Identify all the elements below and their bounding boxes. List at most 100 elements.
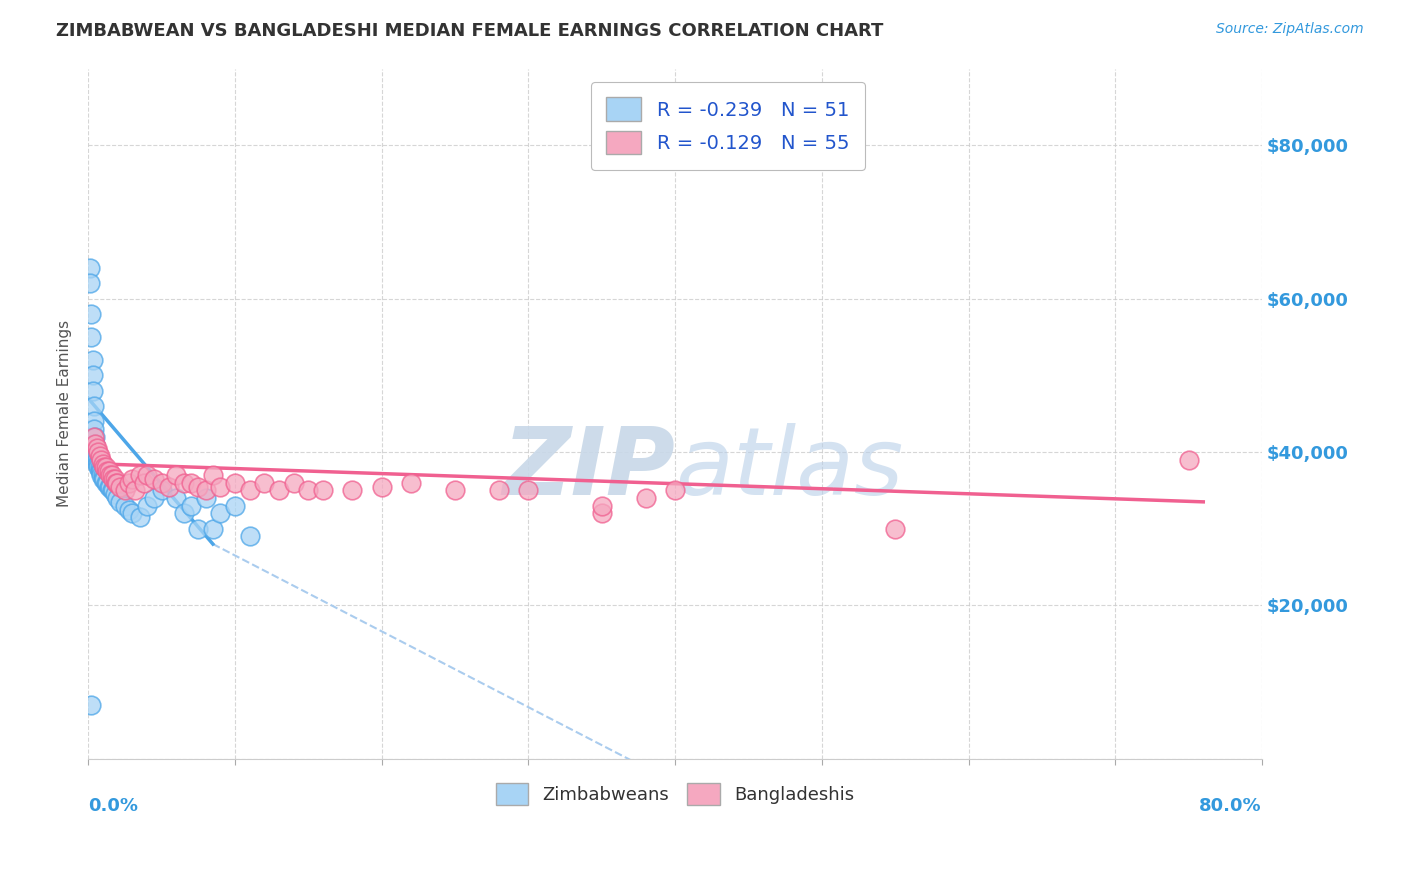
Point	[121, 507, 143, 521]
Point	[97, 479, 120, 493]
Point	[90, 464, 112, 478]
Point	[86, 457, 108, 471]
Point	[79, 260, 101, 275]
Point	[110, 495, 132, 509]
Point	[86, 441, 108, 455]
Point	[114, 483, 136, 498]
Point	[84, 430, 107, 444]
Point	[101, 483, 124, 498]
Point	[591, 499, 613, 513]
Point	[209, 479, 232, 493]
Point	[1177, 452, 1199, 467]
Point	[82, 353, 104, 368]
Point	[209, 507, 232, 521]
Point	[444, 483, 467, 498]
Text: Source: ZipAtlas.com: Source: ZipAtlas.com	[1216, 22, 1364, 37]
Point	[110, 479, 132, 493]
Point	[83, 414, 105, 428]
Point	[87, 445, 110, 459]
Point	[118, 502, 141, 516]
Point	[101, 472, 124, 486]
Point	[105, 475, 128, 490]
Point	[132, 475, 155, 490]
Point	[173, 507, 195, 521]
Point	[884, 522, 907, 536]
Point	[267, 483, 290, 498]
Point	[150, 483, 173, 498]
Point	[91, 468, 114, 483]
Point	[283, 475, 305, 490]
Point	[124, 483, 146, 498]
Point	[180, 475, 202, 490]
Point	[312, 483, 335, 498]
Point	[94, 475, 117, 490]
Point	[370, 479, 392, 493]
Point	[86, 452, 108, 467]
Point	[194, 491, 217, 505]
Point	[107, 475, 129, 490]
Text: ZIMBABWEAN VS BANGLADESHI MEDIAN FEMALE EARNINGS CORRELATION CHART: ZIMBABWEAN VS BANGLADESHI MEDIAN FEMALE …	[56, 22, 883, 40]
Point	[96, 475, 118, 490]
Y-axis label: Median Female Earnings: Median Female Earnings	[58, 320, 72, 508]
Point	[118, 475, 141, 490]
Point	[165, 468, 187, 483]
Point	[84, 437, 107, 451]
Point	[87, 460, 110, 475]
Point	[87, 457, 110, 471]
Point	[89, 460, 111, 475]
Point	[100, 468, 122, 483]
Point	[238, 483, 260, 498]
Point	[100, 483, 122, 498]
Point	[128, 510, 150, 524]
Point	[165, 491, 187, 505]
Point	[253, 475, 276, 490]
Point	[121, 472, 143, 486]
Point	[98, 479, 121, 493]
Point	[86, 449, 108, 463]
Point	[97, 464, 120, 478]
Point	[96, 464, 118, 478]
Point	[342, 483, 364, 498]
Text: 80.0%: 80.0%	[1199, 797, 1263, 814]
Point	[93, 472, 115, 486]
Point	[93, 460, 115, 475]
Point	[98, 468, 121, 483]
Legend: Zimbabweans, Bangladeshis: Zimbabweans, Bangladeshis	[488, 775, 862, 812]
Point	[180, 499, 202, 513]
Point	[128, 468, 150, 483]
Point	[194, 483, 217, 498]
Point	[83, 430, 105, 444]
Text: 0.0%: 0.0%	[89, 797, 138, 814]
Point	[90, 452, 112, 467]
Point	[84, 445, 107, 459]
Point	[84, 437, 107, 451]
Point	[664, 483, 686, 498]
Point	[187, 522, 209, 536]
Point	[80, 307, 103, 321]
Point	[297, 483, 319, 498]
Point	[187, 479, 209, 493]
Point	[103, 472, 125, 486]
Point	[201, 468, 224, 483]
Point	[201, 522, 224, 536]
Point	[80, 698, 103, 712]
Point	[82, 384, 104, 398]
Point	[103, 487, 125, 501]
Point	[238, 529, 260, 543]
Point	[94, 460, 117, 475]
Point	[135, 468, 157, 483]
Point	[517, 483, 540, 498]
Text: atlas: atlas	[675, 424, 903, 515]
Point	[83, 399, 105, 413]
Point	[224, 499, 246, 513]
Point	[399, 475, 422, 490]
Point	[135, 499, 157, 513]
Point	[173, 475, 195, 490]
Point	[83, 422, 105, 436]
Point	[114, 499, 136, 513]
Point	[157, 479, 180, 493]
Point	[107, 491, 129, 505]
Point	[89, 464, 111, 478]
Point	[91, 472, 114, 486]
Point	[89, 449, 111, 463]
